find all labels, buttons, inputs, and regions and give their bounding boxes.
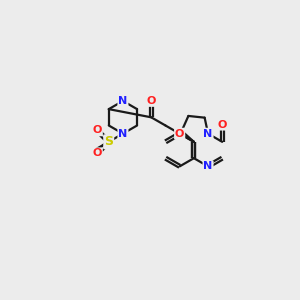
Text: N: N — [203, 129, 213, 139]
Text: S: S — [104, 135, 113, 148]
Text: O: O — [175, 129, 184, 139]
Text: N: N — [118, 96, 128, 106]
Text: O: O — [146, 96, 156, 106]
Text: O: O — [93, 148, 102, 158]
Text: O: O — [218, 120, 227, 130]
Text: N: N — [118, 129, 128, 139]
Text: N: N — [203, 161, 213, 171]
Text: O: O — [93, 125, 102, 135]
